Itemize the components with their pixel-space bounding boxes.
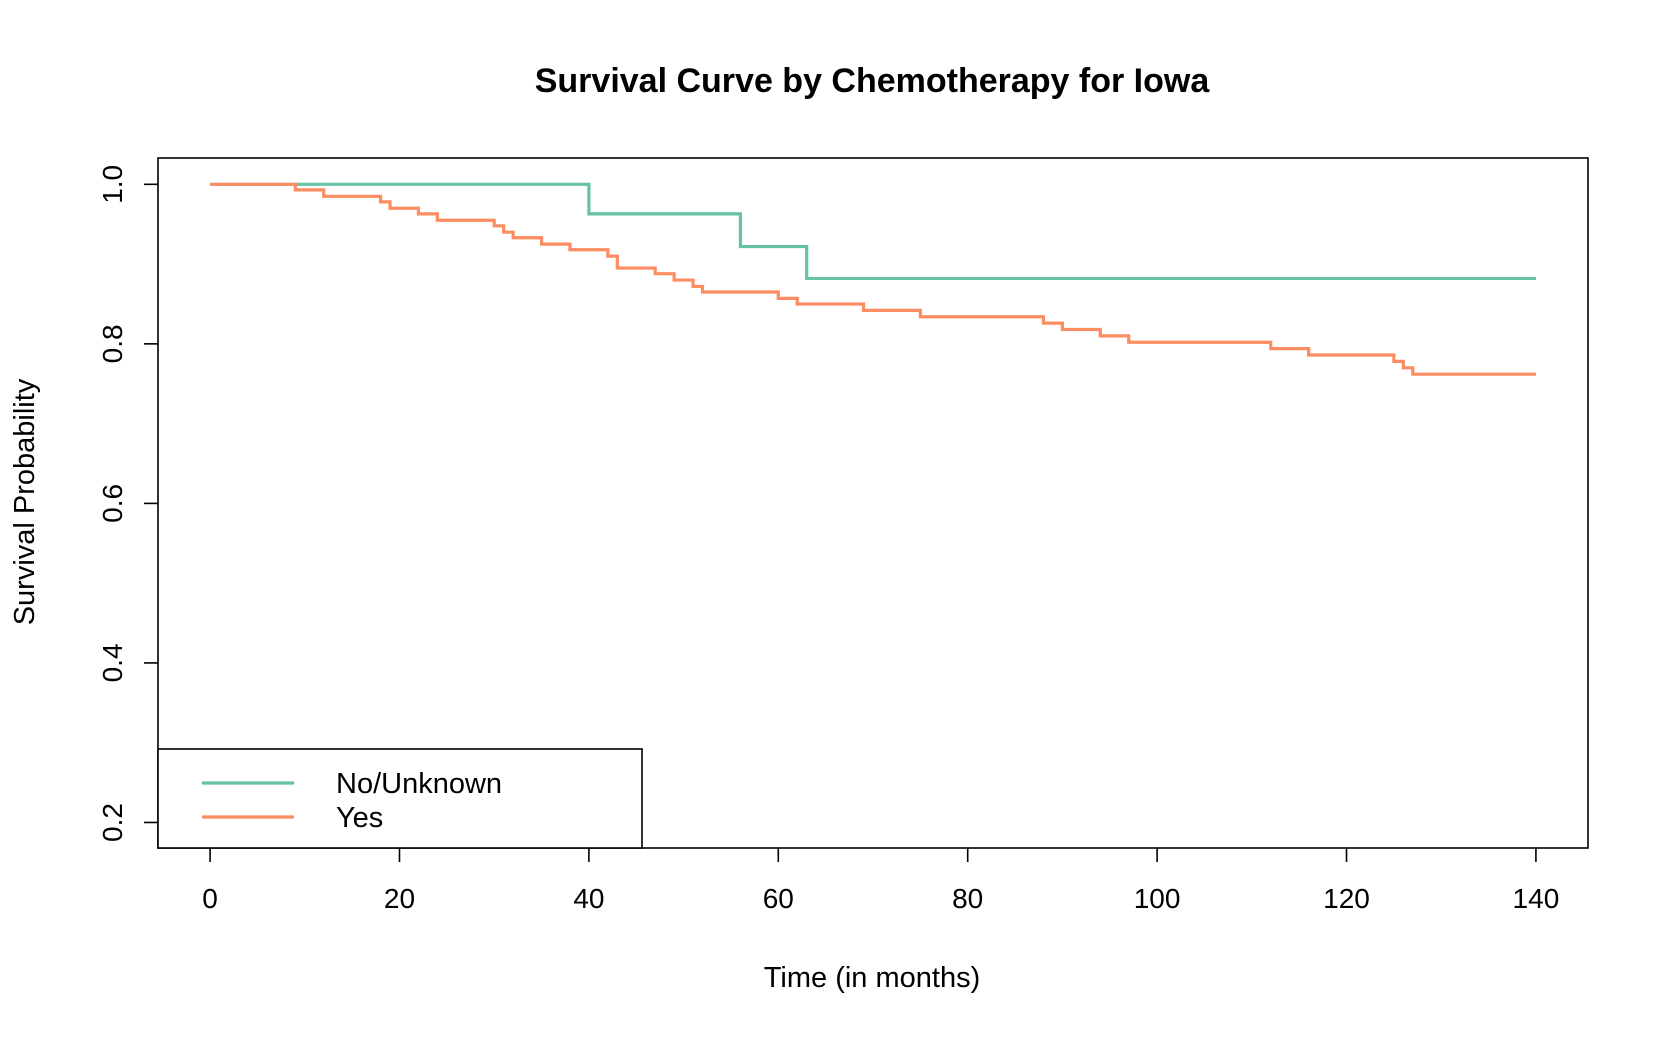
y-tick-label: 0.4 — [97, 643, 128, 682]
x-tick-label: 140 — [1513, 883, 1560, 914]
legend-box — [157, 748, 643, 849]
x-tick-label: 40 — [573, 883, 604, 914]
y-axis-label: Survival Probability — [9, 378, 41, 625]
y-tick-label: 0.6 — [97, 484, 128, 523]
y-tick-label: 1.0 — [97, 165, 128, 204]
legend-label: Yes — [336, 802, 383, 834]
x-axis-label: Time (in months) — [764, 962, 980, 994]
chart-title: Survival Curve by Chemotherapy for Iowa — [535, 62, 1211, 100]
x-tick-label: 120 — [1323, 883, 1370, 914]
plot-area: 0 20 40 60 80 100 120 140 0.2 0.4 0.6 0.8 1.0 No/Unkn… — [97, 157, 1589, 914]
x-tick-label: 80 — [952, 883, 983, 914]
series-line-yes — [210, 182, 1536, 376]
x-tick-label: 100 — [1134, 883, 1181, 914]
x-tick-label: 60 — [763, 883, 794, 914]
plot-frame — [157, 157, 1589, 849]
x-tick-label: 0 — [202, 883, 218, 914]
y-tick-label: 0.8 — [97, 324, 128, 363]
legend-label: No/Unknown — [336, 768, 502, 800]
x-tick-label: 20 — [384, 883, 415, 914]
series-line-no-unknown — [210, 182, 1536, 281]
y-tick-label: 0.2 — [97, 803, 128, 842]
